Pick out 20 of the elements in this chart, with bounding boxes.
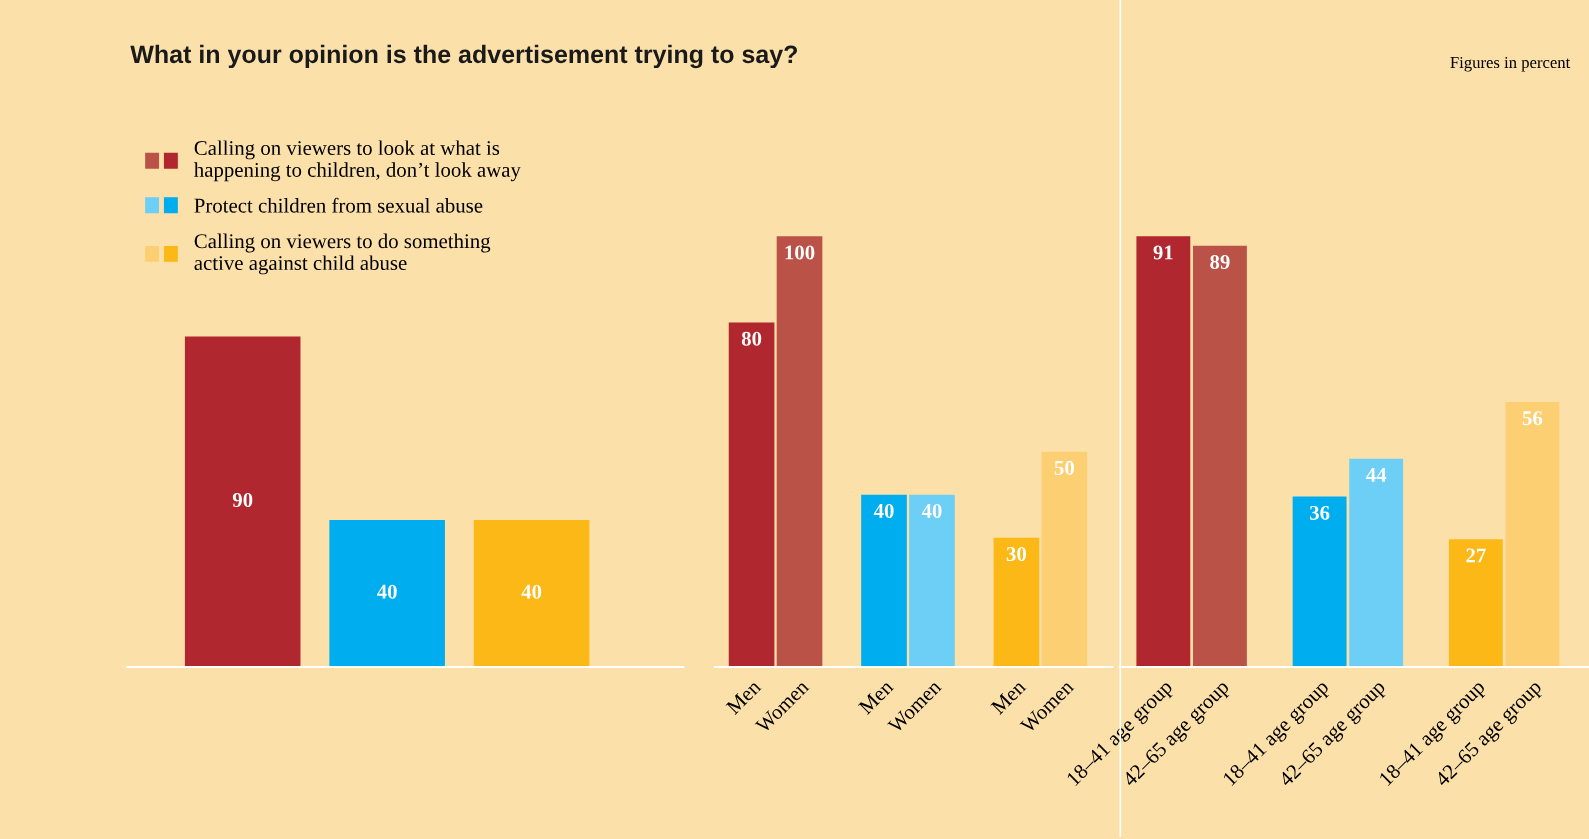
data-label: 30 [1006,547,1027,562]
data-label: 100 [785,245,815,260]
data-label: 40 [921,503,942,518]
legend-label: Calling on viewers to do something active against child abuse [194,233,491,275]
data-label: 50 [1054,460,1074,475]
data-label: 40 [377,584,397,599]
data-label: 44 [1366,468,1387,482]
data-label: 89 [1210,254,1230,270]
legend-label: Protect children from sexual abuse [194,197,483,213]
data-label: 40 [873,503,894,518]
data-label: 80 [741,331,762,346]
data-label: 90 [232,492,253,507]
text: Figures in percent [1450,56,1571,72]
data-label: 27 [1466,548,1486,563]
data-label: 91 [1153,245,1173,260]
chart-title: What in your opinion is the advertisement trying to say? [130,44,797,69]
data-label: 40 [521,584,542,599]
data-label: 36 [1309,505,1330,520]
legend-label: Calling on viewers to look at what is happening to children, don’t look away [193,140,521,182]
data-label: 56 [1522,411,1543,426]
